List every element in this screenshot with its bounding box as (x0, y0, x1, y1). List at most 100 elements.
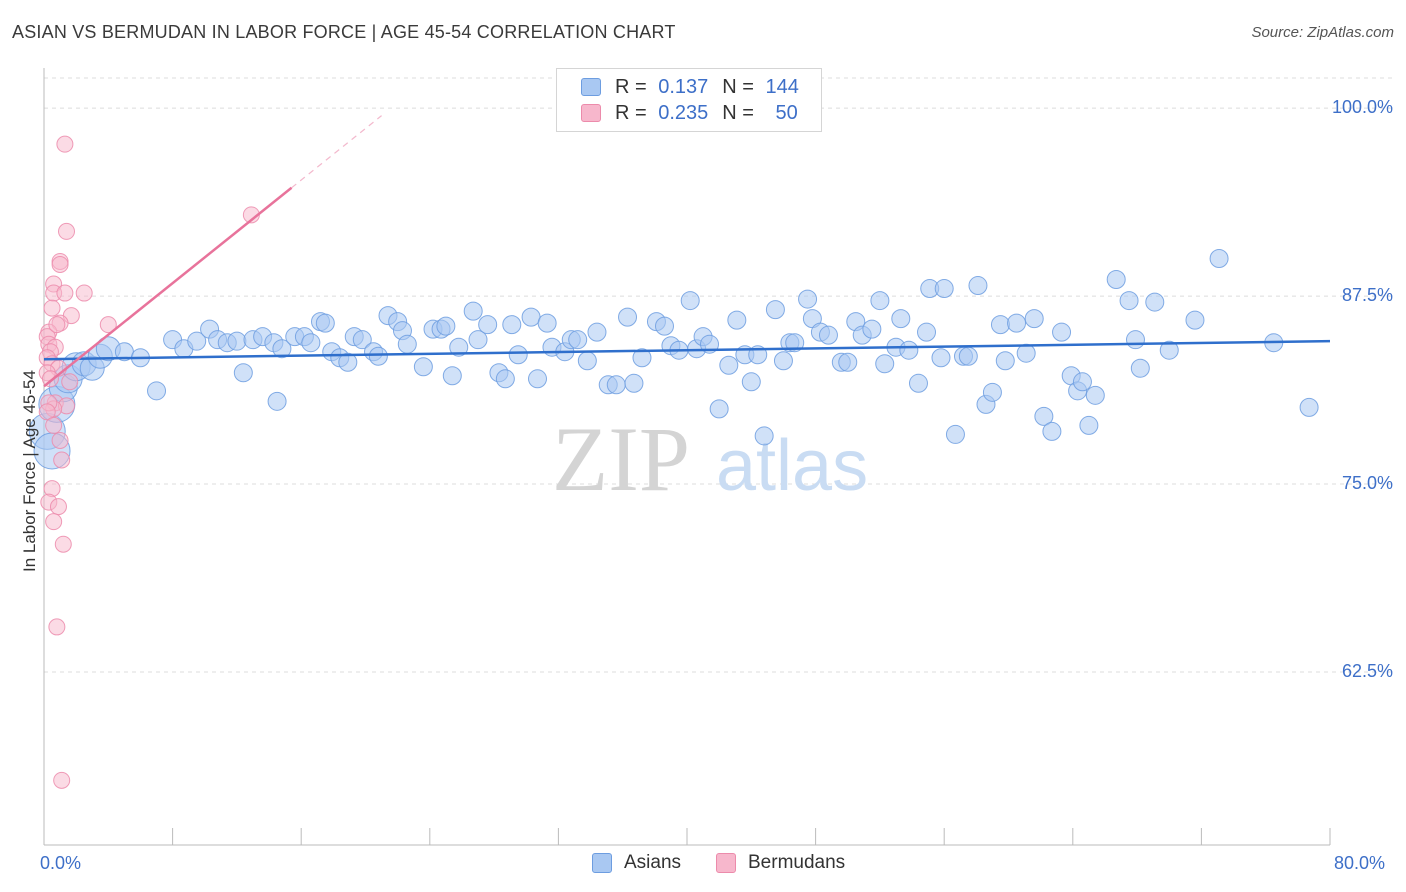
asian-point (413, 357, 433, 377)
asian-point (934, 279, 954, 299)
asian-point (587, 322, 607, 342)
y-tick-label: 100.0% (1331, 97, 1393, 118)
bermudan-point (43, 299, 61, 317)
asian-point (1145, 292, 1165, 312)
asian-n-label: N = (722, 75, 754, 98)
asian-point (352, 330, 372, 350)
asian-point (1159, 340, 1179, 360)
asian-n-value: 144 (765, 75, 799, 98)
asian-trend-line (43, 339, 1331, 361)
stats-legend: R = 0.137 N = 144 R = 0.235 N = 50 (556, 68, 822, 132)
y-tick-label: 87.5% (1341, 285, 1393, 306)
legend-item-asians[interactable]: Asians (592, 852, 681, 874)
asian-point (1299, 397, 1319, 417)
legend-item-bermudans[interactable]: Bermudans (716, 852, 845, 874)
asian-point (862, 319, 882, 339)
bermudan-point (56, 284, 74, 302)
x-tick-min: 0.0% (40, 853, 82, 873)
asian-point (1007, 313, 1027, 333)
asian-point (958, 346, 978, 366)
asians-label: Asians (624, 852, 682, 873)
y-axis-label: In Labor Force | Age 45-54 (20, 370, 39, 572)
bermudan-point (45, 513, 63, 531)
chart-title: ASIAN VS BERMUDAN IN LABOR FORCE | AGE 4… (12, 22, 676, 42)
bermudan-point (53, 771, 71, 789)
asian-point (875, 354, 895, 374)
asian-point (1130, 358, 1150, 378)
asian-point (945, 424, 965, 444)
bermudan-point (48, 316, 66, 334)
asian-point (719, 355, 739, 375)
asian-point (368, 346, 388, 366)
bermudan-trend-extension (291, 115, 382, 189)
trend-lines (43, 115, 1331, 388)
asian-point (1034, 406, 1054, 426)
asian-point (1085, 385, 1105, 405)
asian-point (568, 330, 588, 350)
asian-point (147, 381, 167, 401)
asian-point (931, 348, 951, 368)
asian-point (233, 363, 253, 383)
asian-point (995, 351, 1015, 371)
asian-point (773, 351, 793, 371)
bermudan-r-label: R = (615, 101, 647, 124)
watermark-zip: ZIP (552, 408, 690, 510)
asian-point (463, 301, 483, 321)
asian-point (982, 382, 1002, 402)
bermudan-points (38, 135, 260, 789)
asian-point (315, 313, 335, 333)
legend-row-bermudan: R = 0.235 N = 50 (581, 100, 798, 126)
asian-point (654, 316, 674, 336)
asian-point (680, 291, 700, 311)
asian-point (1119, 291, 1139, 311)
asian-point (478, 315, 498, 335)
asian-point (1042, 421, 1062, 441)
asian-point (187, 331, 207, 351)
asian-point (785, 333, 805, 353)
asian-point (1125, 330, 1145, 350)
asian-point (838, 352, 858, 372)
asian-point (754, 426, 774, 446)
bermudan-point (54, 535, 72, 553)
asian-point (495, 369, 515, 389)
asian-point (338, 352, 358, 372)
asian-point (1106, 270, 1126, 290)
asian-point (577, 351, 597, 371)
asian-point (908, 373, 928, 393)
asian-point (502, 315, 522, 335)
bermudan-r-value: 0.235 (658, 101, 709, 124)
asian-point (1024, 309, 1044, 329)
asian-point (397, 334, 417, 354)
bermudan-point (53, 451, 71, 469)
asian-point (741, 372, 761, 392)
bermudan-point (75, 284, 93, 302)
bermudan-n-label: N = (722, 101, 754, 124)
bermudan-point (51, 431, 69, 449)
asian-point (1052, 322, 1072, 342)
asian-point (891, 309, 911, 329)
asian-point (227, 331, 247, 351)
x-tick-max: 80.0% (1334, 853, 1386, 873)
asian-point (272, 339, 292, 359)
asian-point (870, 291, 890, 311)
asian-r-value: 0.137 (658, 75, 709, 98)
asian-point (968, 276, 988, 296)
bermudan-point (51, 255, 69, 273)
bermudan-point (99, 316, 117, 334)
asian-point (917, 322, 937, 342)
asian-point (709, 399, 729, 419)
asian-point (1209, 248, 1229, 268)
asian-point (632, 348, 652, 368)
asian-r-label: R = (615, 75, 647, 98)
asian-point (442, 366, 462, 386)
asian-point (468, 330, 488, 350)
asian-point (899, 340, 919, 360)
asian-point (624, 373, 644, 393)
asian-point (537, 313, 557, 333)
bermudan-point (49, 498, 67, 516)
legend-row-asian: R = 0.137 N = 144 (581, 74, 799, 100)
asian-point (1079, 415, 1099, 435)
asian-point (267, 391, 287, 411)
asian-point (1016, 343, 1036, 363)
asian-point (618, 307, 638, 327)
